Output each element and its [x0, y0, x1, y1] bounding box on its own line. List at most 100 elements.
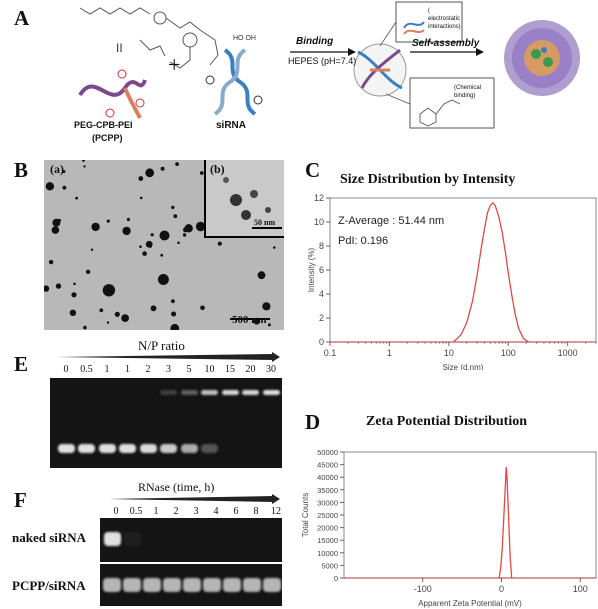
- tem-particle: [257, 271, 266, 280]
- tem-particle: [142, 251, 147, 256]
- gel-band: [203, 578, 221, 592]
- gel-band: [103, 578, 121, 592]
- y-tick-label: 45000: [317, 461, 338, 470]
- x-tick-label: 10: [444, 348, 454, 358]
- y-axis-label: Total Counts: [301, 493, 310, 537]
- tem-particle: [102, 284, 116, 297]
- gel-band: [180, 444, 198, 453]
- gel-band: [123, 532, 141, 546]
- svg-text:HO OH: HO OH: [233, 35, 256, 42]
- tem-particle: [195, 221, 206, 232]
- self-assembly-label: Self-assembly: [412, 38, 480, 49]
- panel-label-c: C: [305, 158, 321, 182]
- tem-particle: [121, 314, 129, 322]
- tem-particle: [82, 160, 85, 162]
- lane-label: 15: [225, 364, 235, 375]
- chart-d-title: Zeta Potential Distribution: [366, 414, 527, 429]
- lane-label: 4: [213, 506, 219, 517]
- tem-particle: [184, 224, 193, 233]
- x-axis-label: Apparent Zeta Potential (mV): [418, 599, 522, 608]
- gel-band: [143, 578, 161, 592]
- nanoparticle-icon: [504, 20, 580, 96]
- tem-particle: [52, 218, 61, 227]
- y-tick-label: 12: [314, 193, 324, 203]
- buffer-label: HEPES (pH=7.4): [288, 56, 357, 66]
- x-tick-label: 1000: [558, 348, 578, 358]
- gel-band: [139, 444, 157, 453]
- y-tick-label: 20000: [317, 524, 338, 533]
- gel-band: [123, 578, 141, 592]
- chemical-label: (Chemical binding): [454, 85, 482, 99]
- lane-label: 2: [145, 364, 151, 375]
- gel-band: [221, 390, 239, 395]
- tem-particle: [199, 171, 204, 175]
- sirna-helix-icon: [205, 48, 263, 116]
- gel-band: [263, 578, 281, 592]
- lane-label: 0.5: [80, 364, 93, 375]
- gel-band: [119, 444, 136, 453]
- lane-label: 12: [271, 506, 281, 517]
- chart-c: 0.1 1 10 100 1000 0 2 4 6 8 10 12 Size (d.nm) Intensi…: [307, 193, 597, 370]
- lane-label: 2: [173, 506, 179, 517]
- tem-particle: [159, 230, 170, 241]
- gel-band: [103, 532, 121, 546]
- assembly-cartoon-icon: [353, 43, 407, 97]
- tem-particle: [150, 305, 157, 312]
- y-tick-label: 0: [334, 574, 338, 583]
- y-tick-label: 0: [319, 337, 324, 347]
- tem-particle: [160, 166, 165, 171]
- gel-band: [78, 444, 95, 453]
- tem-inset-particles: [223, 177, 282, 229]
- y-tick-label: 40000: [317, 473, 338, 482]
- tem-particle: [145, 168, 155, 178]
- tem-particle: [138, 176, 144, 181]
- lane-label: 3: [193, 506, 199, 517]
- series-line: [498, 467, 513, 579]
- lane-label: 30: [266, 364, 276, 375]
- gel-f-row-naked: [100, 518, 282, 562]
- tem-particle: [171, 205, 175, 210]
- panel-label-d: D: [305, 410, 321, 434]
- gel-band: [243, 578, 261, 592]
- y-tick-label: 25000: [317, 511, 338, 520]
- y-tick-label: 8: [319, 241, 324, 251]
- tem-particle: [62, 185, 67, 190]
- panel-label-b: B: [14, 158, 29, 182]
- gel-band: [223, 578, 241, 592]
- tem-particle: [106, 321, 110, 324]
- panel-a-scheme: II HO OH: [40, 0, 598, 150]
- tem-particle: [73, 282, 76, 286]
- lane-label: 0.5: [129, 506, 143, 517]
- tem-particle: [69, 309, 77, 316]
- tem-particle: [171, 299, 175, 304]
- tem-particle: [55, 283, 62, 289]
- tem-particle: [99, 308, 104, 313]
- gel-band: [98, 444, 116, 453]
- tem-particle: [126, 217, 130, 222]
- tem-particle: [150, 233, 154, 237]
- lane-label: 6: [233, 506, 239, 517]
- panel-label-e: E: [14, 352, 29, 376]
- tem-particle: [139, 196, 143, 200]
- plus-sign: +: [168, 52, 181, 77]
- gel-e-title: N/P ratio: [138, 338, 185, 353]
- tem-particle: [262, 302, 271, 311]
- gel-f-arrow-icon: [108, 494, 280, 504]
- tem-image: (b) 50 nm (a) 500 nm: [44, 160, 284, 330]
- tem-particles: [44, 160, 276, 330]
- y-tick-label: 30000: [317, 498, 338, 507]
- lane-label: 8: [253, 506, 259, 517]
- tem-particle: [114, 311, 120, 317]
- gel-f-title: RNase (time, h): [138, 480, 215, 494]
- tem-particle: [71, 292, 77, 298]
- lane-label: 20: [245, 364, 256, 375]
- lane-label: 10: [204, 364, 215, 375]
- gel-band: [160, 390, 177, 395]
- tem-particle: [62, 170, 66, 174]
- x-axis-label: Size (d.nm): [443, 363, 484, 370]
- lane-label: 1: [125, 364, 130, 375]
- gel-band: [201, 444, 218, 453]
- x-tick-label: 0: [499, 584, 504, 594]
- lane-label: 0: [63, 364, 69, 375]
- x-tick-label: 1: [387, 348, 392, 358]
